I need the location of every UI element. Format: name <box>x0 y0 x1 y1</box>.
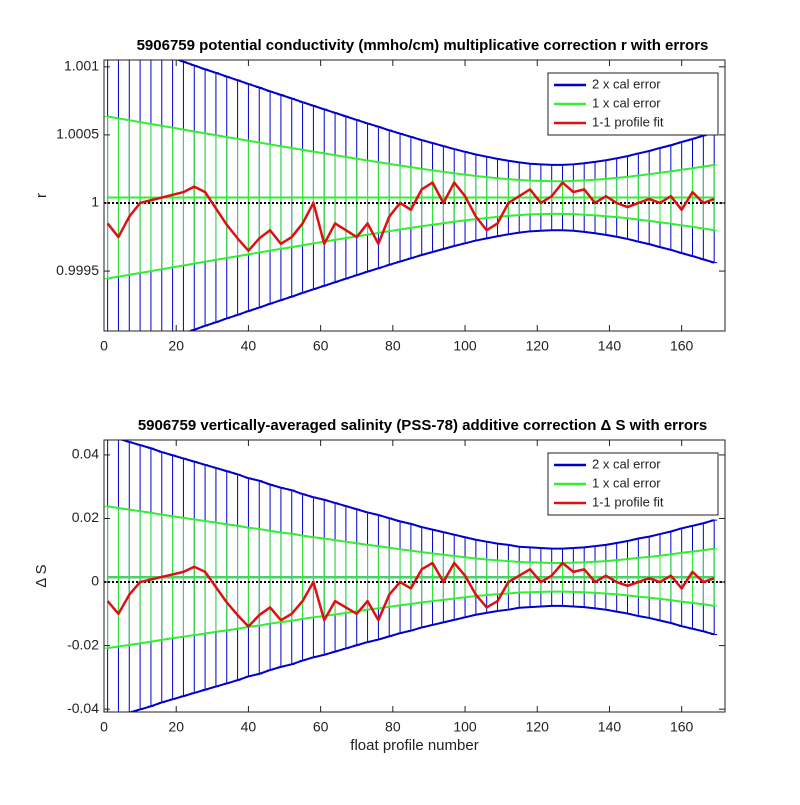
x-tick-label: 60 <box>313 338 329 354</box>
x-tick-label: 80 <box>385 719 401 735</box>
y-axis-label: Δ S <box>33 564 50 587</box>
x-tick-label: 100 <box>453 338 477 354</box>
x-tick-label: 60 <box>313 719 329 735</box>
y-axis-label: r <box>33 193 50 198</box>
y-tick-label: -0.02 <box>67 636 99 652</box>
error-envelope <box>119 440 715 712</box>
y-tick-label: 1.0005 <box>56 126 99 142</box>
chart-title: 5906759 vertically-averaged salinity (PS… <box>138 417 707 434</box>
error-envelope <box>107 115 715 280</box>
x-tick-label: 0 <box>100 719 108 735</box>
plot-area <box>104 440 725 712</box>
x-tick-label: 20 <box>168 719 184 735</box>
plot-area <box>104 60 725 331</box>
error-envelope <box>107 505 715 650</box>
x-tick-label: 0 <box>100 338 108 354</box>
x-tick-label: 120 <box>526 719 550 735</box>
x-tick-label: 140 <box>598 338 622 354</box>
legend-label: 2 x cal error <box>592 76 661 91</box>
y-tick-label: 1.001 <box>64 58 99 74</box>
chart-title: 5906759 potential conductivity (mmho/cm)… <box>137 37 709 54</box>
y-tick-label: 0.9995 <box>56 262 99 278</box>
x-tick-label: 80 <box>385 338 401 354</box>
y-tick-label: 1 <box>91 194 99 210</box>
axes-box <box>103 59 726 332</box>
axes-box <box>103 439 726 713</box>
fit-line <box>106 181 715 252</box>
x-tick-label: 160 <box>670 719 694 735</box>
x-tick-label: 40 <box>241 719 257 735</box>
x-tick-label: 40 <box>241 338 257 354</box>
y-tick-label: 0.04 <box>72 446 99 462</box>
fit-line <box>106 561 715 628</box>
legend-label: 2 x cal error <box>592 456 661 471</box>
x-tick-label: 160 <box>670 338 694 354</box>
x-tick-label: 20 <box>168 338 184 354</box>
x-tick-label: 100 <box>453 719 477 735</box>
error-envelope <box>175 60 715 331</box>
x-tick-label: 120 <box>526 338 550 354</box>
y-tick-label: 0.02 <box>72 509 99 525</box>
legend-label: 1 x cal error <box>592 95 661 110</box>
legend-label: 1 x cal error <box>592 475 661 490</box>
y-tick-label: 0 <box>91 573 99 589</box>
x-tick-label: 140 <box>598 719 622 735</box>
legend-label: 1-1 profile fit <box>592 114 664 129</box>
x-axis-label: float profile number <box>350 737 478 754</box>
y-tick-label: -0.04 <box>67 700 99 716</box>
legend-label: 1-1 profile fit <box>592 494 664 509</box>
